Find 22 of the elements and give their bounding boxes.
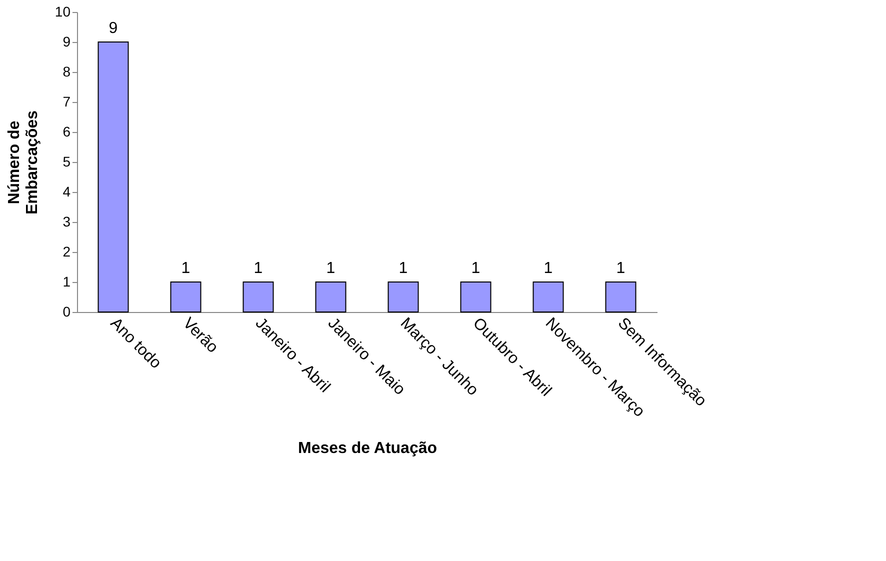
data-label: 1	[181, 260, 190, 277]
x-tick-label: Ano todo	[106, 314, 164, 372]
data-label: 1	[254, 260, 263, 277]
y-tick-label: 0	[62, 304, 71, 320]
data-label: 9	[108, 20, 118, 37]
data-label: 1	[398, 260, 408, 277]
y-tick-label: 1	[62, 274, 71, 290]
y-tick-label: 3	[62, 214, 71, 230]
data-label: 1	[616, 260, 626, 277]
y-tick-label: 5	[62, 154, 71, 170]
y-tick-label: 4	[62, 184, 71, 200]
data-label: 1	[544, 260, 553, 277]
y-tick-label: 2	[62, 244, 71, 260]
x-axis-title: Meses de Atuação	[298, 440, 438, 457]
y-tick-label: 7	[62, 94, 71, 110]
y-axis-title: Número de Embarcações	[6, 110, 41, 215]
y-tick-label: 6	[62, 124, 71, 140]
y-tick-label: 9	[62, 34, 71, 50]
y-tick-label: 10	[54, 4, 71, 20]
y-tick-label: 8	[62, 64, 71, 80]
data-label: 1	[326, 260, 336, 277]
data-label: 1	[471, 260, 480, 277]
